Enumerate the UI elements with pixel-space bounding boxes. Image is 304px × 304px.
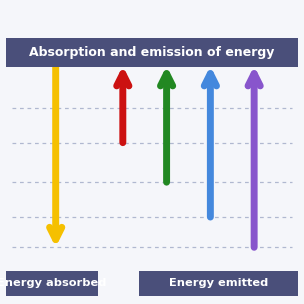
FancyBboxPatch shape <box>6 38 298 67</box>
FancyBboxPatch shape <box>6 271 98 296</box>
FancyBboxPatch shape <box>139 271 298 296</box>
Text: Energy emitted: Energy emitted <box>169 278 268 288</box>
Text: Energy absorbed: Energy absorbed <box>0 278 107 288</box>
Text: Absorption and emission of energy: Absorption and emission of energy <box>29 46 275 59</box>
